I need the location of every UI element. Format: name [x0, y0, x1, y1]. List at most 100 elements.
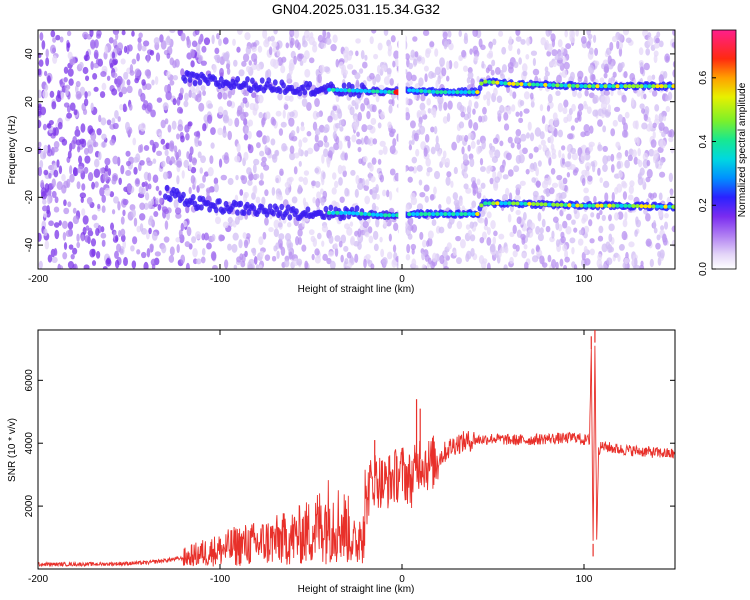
- ridge-core-cell: [583, 203, 588, 208]
- spectrogram-noise-cell: [242, 53, 250, 63]
- spectrogram-noise-cell: [516, 216, 522, 225]
- spectrogram-noise-cell: [492, 236, 497, 245]
- spectrogram-noise-cell: [55, 94, 62, 103]
- spectrogram-noise-cell: [528, 152, 534, 160]
- spectrogram-noise-cell: [346, 251, 352, 259]
- spectrogram-noise-cell: [421, 251, 425, 261]
- spectrogram-noise-cell: [500, 246, 505, 254]
- spectrogram-noise-cell: [284, 187, 290, 196]
- ridge-core-cell: [335, 88, 340, 93]
- spectrogram-noise-cell: [63, 207, 70, 215]
- spectrogram-noise-cell: [563, 99, 569, 108]
- spectrogram-noise-cell: [516, 142, 522, 150]
- spectrogram-noise-cell: [375, 93, 380, 103]
- spectrogram-noise-cell: [91, 181, 95, 190]
- ridge-core-cell: [507, 201, 512, 206]
- spectrogram-noise-cell: [556, 74, 562, 84]
- spectrogram-noise-cell: [203, 171, 209, 177]
- spectrogram-noise-cell: [264, 217, 269, 226]
- spectrogram-noise-cell: [405, 97, 409, 106]
- spectrogram-noise-cell: [52, 55, 58, 64]
- spectrogram-noise-cell: [419, 102, 426, 111]
- spectrogram-noise-cell: [498, 233, 505, 240]
- spectrogram-noise-cell: [453, 60, 459, 69]
- spectrogram-noise-cell: [427, 230, 434, 240]
- spectrogram-noise-cell: [332, 105, 338, 111]
- spectrogram-noise-cell: [570, 125, 575, 131]
- spectrogram-noise-cell: [375, 218, 380, 228]
- ridge-core-cell: [531, 82, 536, 87]
- spectrogram-noise-cell: [629, 180, 635, 188]
- spectrogram-noise-cell: [583, 123, 590, 133]
- ridge-core-cell: [559, 202, 564, 207]
- spectrogram-noise-cell: [278, 233, 285, 240]
- spectrogram-noise-cell: [522, 212, 527, 221]
- spectrogram-noise-cell: [188, 163, 192, 171]
- spectrogram-noise-cell: [356, 138, 362, 145]
- top-y-tick-label: 20: [24, 96, 35, 108]
- spectrogram-noise-cell: [152, 141, 159, 149]
- spectrogram-noise-cell: [253, 173, 260, 179]
- spectrogram-noise-cell: [48, 220, 54, 227]
- ridge-core-cell: [343, 88, 348, 93]
- spectrogram-noise-cell: [465, 253, 470, 262]
- spectrogram-noise-cell: [93, 141, 99, 148]
- spectrogram-noise-cell: [446, 112, 451, 123]
- spectrogram-noise-cell: [51, 101, 57, 110]
- spectrogram-noise-cell: [416, 110, 422, 118]
- spectrogram-noise-cell: [322, 253, 328, 261]
- spectrogram-noise-cell: [358, 68, 364, 74]
- spectrogram-noise-cell: [158, 132, 163, 140]
- spectrogram-noise-cell: [545, 30, 551, 37]
- spectrogram-noise-cell: [560, 46, 565, 53]
- spectrogram-noise-cell: [102, 172, 109, 182]
- ridge-core-cell: [495, 201, 500, 206]
- spectrogram-noise-cell: [551, 182, 559, 188]
- ridge-core-cell: [371, 89, 376, 94]
- spectrogram-noise-cell: [218, 234, 224, 242]
- spectrogram-noise-cell: [302, 35, 306, 45]
- spectrogram-noise-cell: [136, 53, 140, 62]
- spectrogram-noise-cell: [447, 100, 453, 110]
- spectrogram-noise-cell: [45, 57, 50, 67]
- spectrogram-noise-cell: [622, 129, 628, 138]
- spectrogram-noise-cell: [312, 196, 316, 204]
- spectrogram-noise-cell: [140, 251, 147, 259]
- spectrogram-noise-cell: [202, 123, 207, 132]
- spectrogram-noise-cell: [408, 166, 415, 172]
- spectrogram-noise-cell: [381, 64, 387, 72]
- spectrogram-noise-cell: [90, 238, 97, 247]
- spectrogram-noise-cell: [97, 203, 101, 209]
- spectrogram-noise-cell: [493, 230, 498, 237]
- spectrogram-noise-cell: [111, 88, 118, 96]
- spectrogram-noise-cell: [214, 54, 221, 63]
- spectrogram-noise-cell: [670, 147, 675, 154]
- spectrogram-noise-cell: [503, 123, 510, 131]
- spectrogram-noise-cell: [551, 259, 557, 269]
- spectrogram-noise-cell: [120, 228, 126, 237]
- spectrogram-noise-cell: [580, 131, 586, 138]
- top-y-tick-label: -40: [24, 237, 35, 252]
- spectrogram-noise-cell: [547, 254, 552, 263]
- spectrogram-noise-cell: [668, 172, 673, 183]
- spectrogram-noise-cell: [483, 114, 488, 122]
- spectrogram-noise-cell: [539, 255, 545, 265]
- spectrogram-noise-cell: [411, 224, 418, 233]
- spectrogram-noise-cell: [164, 149, 169, 157]
- spectrogram-noise-cell: [637, 158, 641, 165]
- ridge-core-cell: [479, 203, 484, 208]
- spectrogram-noise-cell: [412, 36, 418, 42]
- spectrogram-noise-cell: [672, 61, 675, 68]
- spectrogram-noise-cell: [406, 243, 411, 254]
- spectrogram-noise-cell: [239, 189, 244, 196]
- spectrogram-noise-cell: [573, 264, 578, 269]
- spectrogram-noise-cell: [393, 222, 399, 232]
- spectrogram-noise-cell: [377, 158, 382, 165]
- spectrogram-noise-cell: [501, 193, 509, 203]
- spectrogram-noise-cell: [298, 160, 302, 167]
- spectrogram-noise-cell: [151, 231, 158, 241]
- spectrogram-noise-cell: [133, 166, 138, 175]
- spectrogram-noise-cell: [470, 78, 475, 86]
- spectrogram-noise-cell: [508, 43, 513, 52]
- spectrogram-noise-cell: [322, 190, 328, 199]
